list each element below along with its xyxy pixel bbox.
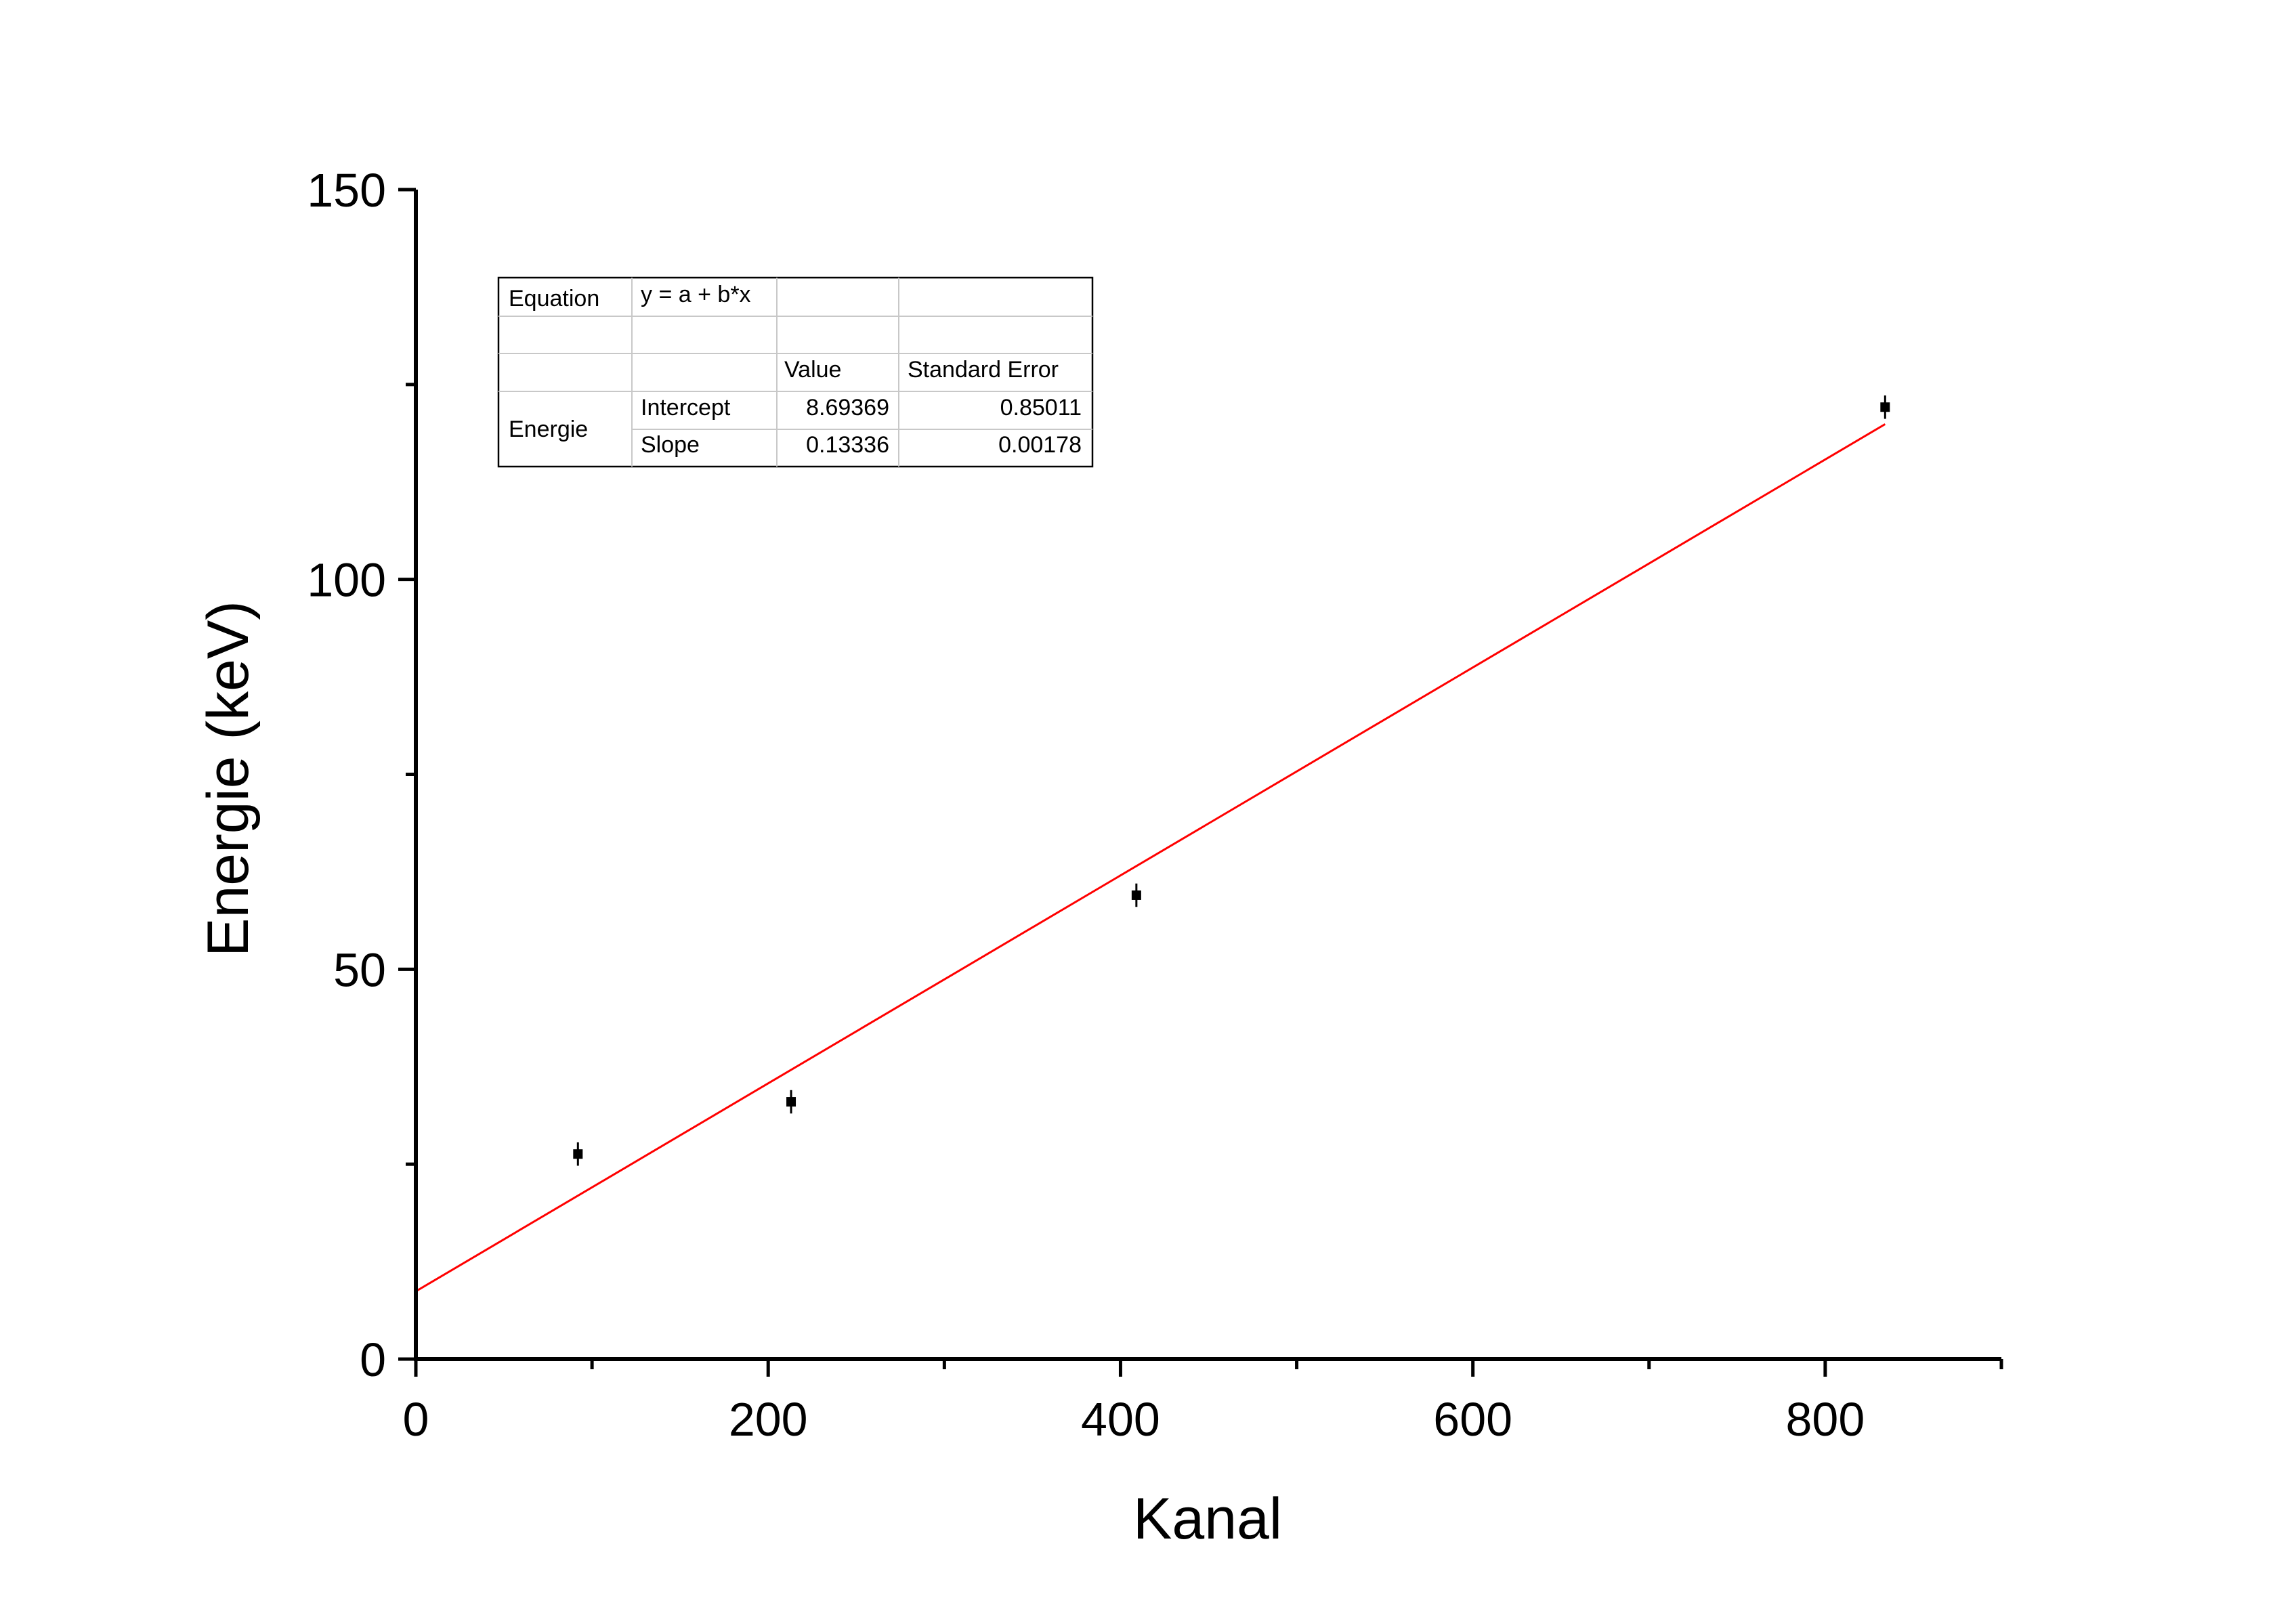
y-tick-label: 100 xyxy=(307,554,386,607)
x-tick-label: 400 xyxy=(1081,1393,1160,1446)
y-tick-label: 150 xyxy=(307,164,386,217)
x-tick-label: 0 xyxy=(403,1393,429,1446)
fit-table-border xyxy=(497,276,1094,468)
group-label: Energie xyxy=(509,416,588,442)
fit-layer xyxy=(415,423,1886,1293)
fit-results-table: Equation y = a + b*x Value Standard Erro… xyxy=(497,276,1094,468)
data-point xyxy=(786,1097,796,1107)
data-point xyxy=(1880,402,1890,412)
fit-line xyxy=(415,423,1886,1293)
data-point xyxy=(1131,890,1141,900)
equation-label: Equation xyxy=(509,286,599,312)
y-tick-label: 0 xyxy=(360,1333,386,1386)
slope-error: 0.00178 xyxy=(998,432,1082,458)
x-axis-title: Kanal xyxy=(1133,1486,1282,1551)
y-tick-label: 50 xyxy=(333,943,386,996)
equation-text: y = a + b*x xyxy=(641,282,751,307)
intercept-error: 0.85011 xyxy=(1000,395,1082,421)
y-axis-title: Energie (keV) xyxy=(196,601,261,957)
intercept-label: Intercept xyxy=(641,395,731,421)
x-tick-label: 800 xyxy=(1785,1393,1865,1446)
x-tick-label: 600 xyxy=(1433,1393,1512,1446)
x-tick-label: 200 xyxy=(729,1393,808,1446)
ticks: 0 200 400 600 800 0 50 100 150 xyxy=(307,164,2003,1446)
slope-value: 0.13336 xyxy=(806,432,889,458)
data-point xyxy=(573,1149,583,1159)
value-header: Value xyxy=(784,357,841,383)
slope-label: Slope xyxy=(641,432,700,458)
intercept-value: 8.69369 xyxy=(806,395,889,421)
error-header: Standard Error xyxy=(908,357,1059,383)
data-points xyxy=(573,395,1890,1166)
